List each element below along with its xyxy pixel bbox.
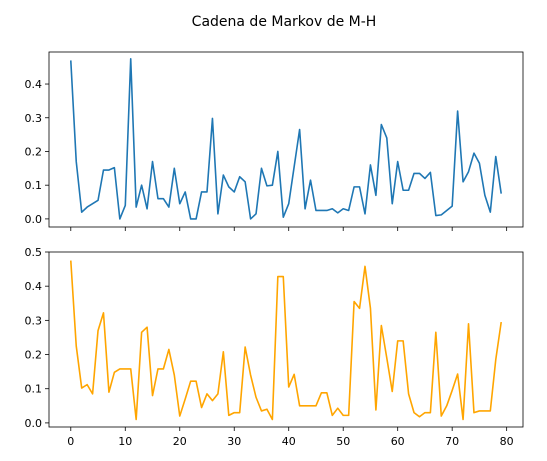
bottom-ytick-label: 0.4	[25, 280, 43, 293]
bottom-xtick-label: 40	[282, 435, 296, 448]
top-subplot: 0.0 0.1 0.2 0.3 0.4	[25, 51, 524, 231]
bottom-xtick-label: 70	[445, 435, 459, 448]
top-ytick-label: 0.1	[25, 179, 43, 192]
bottom-xtick-label: 10	[118, 435, 132, 448]
top-axes-frame	[48, 51, 524, 228]
bottom-series-line-0	[69, 260, 503, 421]
bottom-ytick-label: 0.0	[25, 417, 43, 430]
bottom-xtick-label: 20	[173, 435, 187, 448]
top-ytick-label: 0.2	[25, 145, 43, 158]
top-series-line-0	[69, 57, 503, 220]
bottom-subplot: 0.0 0.1 0.2 0.3 0.4 0.5 0 10 20 30 40 50 60 70 80	[25, 246, 524, 448]
top-ytick-label: 0.0	[25, 213, 43, 226]
top-ytick-label: 0.4	[25, 78, 43, 91]
bottom-axes-frame	[48, 251, 524, 428]
top-ytick-label: 0.3	[25, 112, 43, 125]
bottom-xtick-label: 0	[67, 435, 74, 448]
bottom-ytick-label: 0.5	[25, 246, 43, 259]
bottom-ytick-label: 0.3	[25, 314, 43, 327]
bottom-xtick-label: 30	[227, 435, 241, 448]
chart-title: Cadena de Markov de M-H	[192, 14, 377, 30]
bottom-xtick-label: 60	[391, 435, 405, 448]
bottom-ytick-label: 0.1	[25, 383, 43, 396]
bottom-xtick-label: 80	[500, 435, 514, 448]
bottom-ytick-label: 0.2	[25, 349, 43, 362]
bottom-xtick-label: 50	[336, 435, 350, 448]
